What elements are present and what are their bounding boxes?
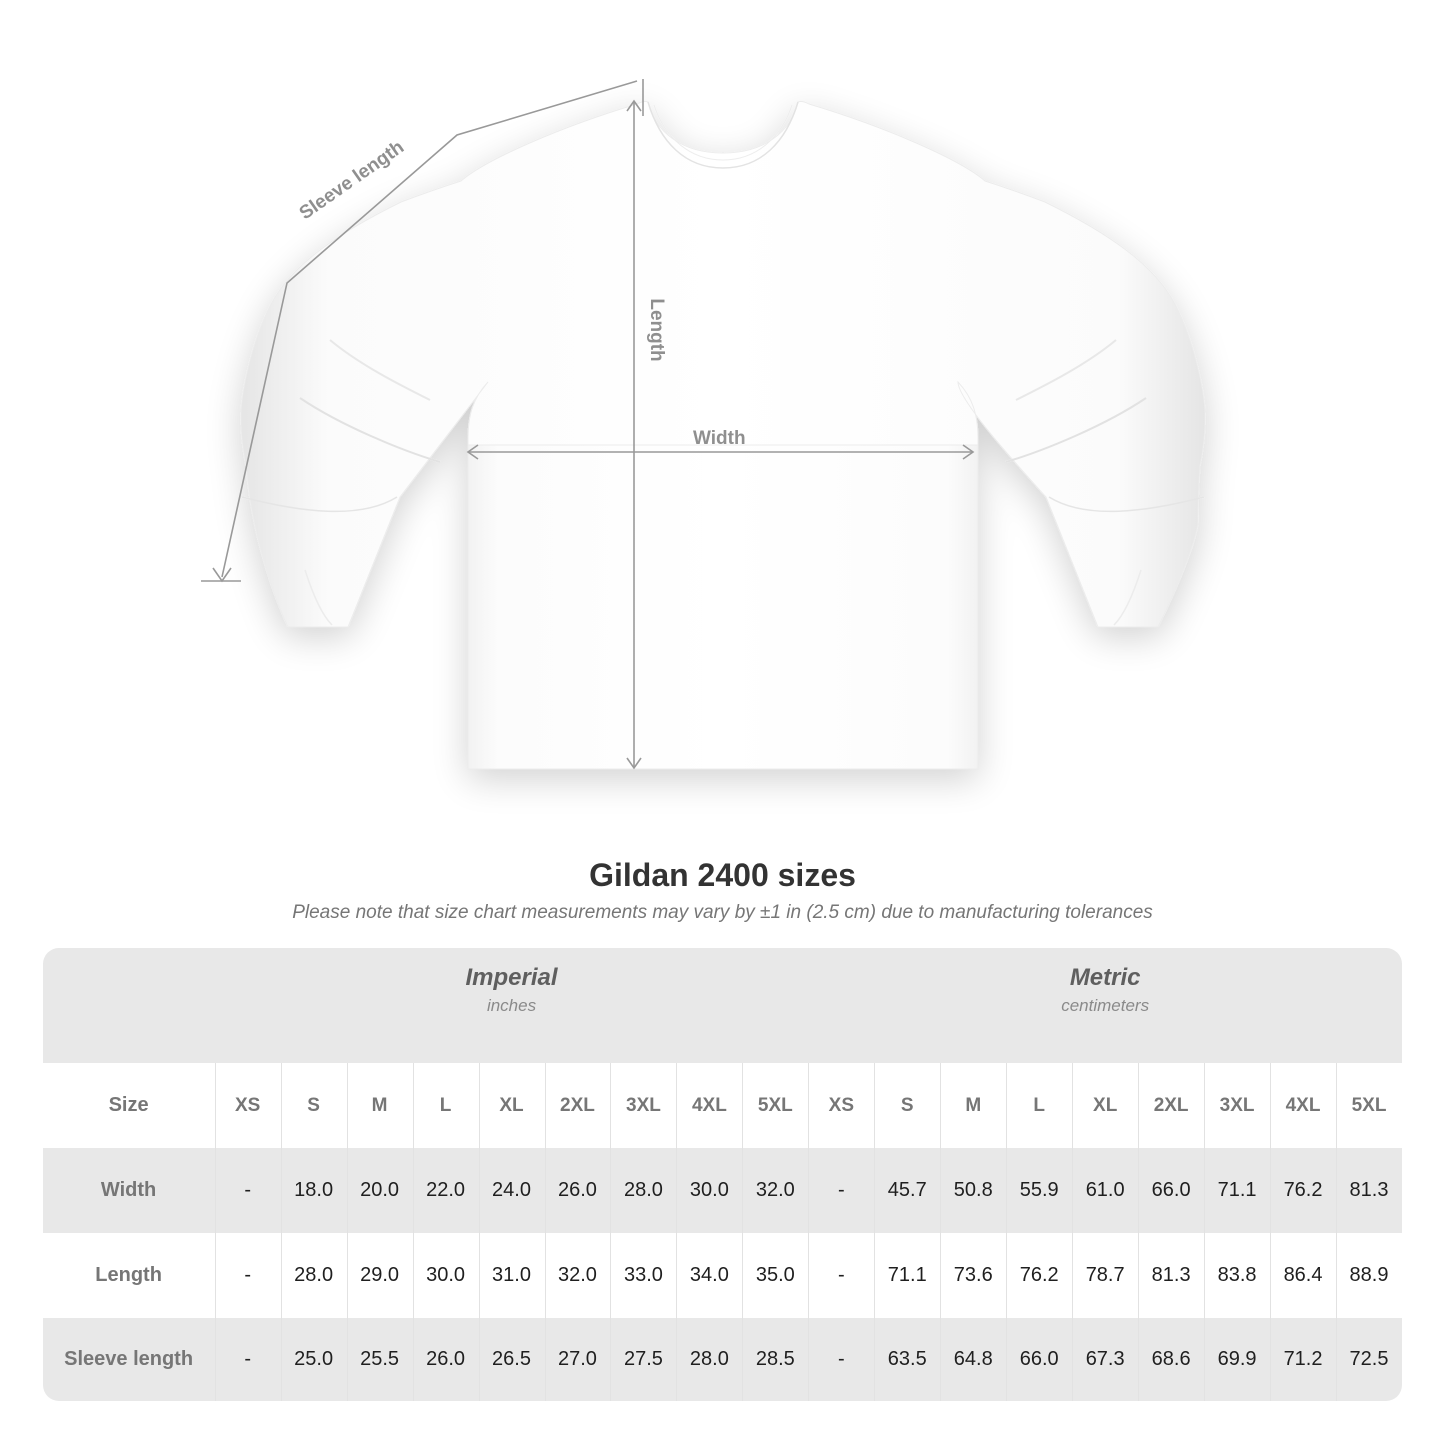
svg-text:Length: Length [646, 298, 667, 361]
svg-text:Width: Width [693, 428, 746, 449]
